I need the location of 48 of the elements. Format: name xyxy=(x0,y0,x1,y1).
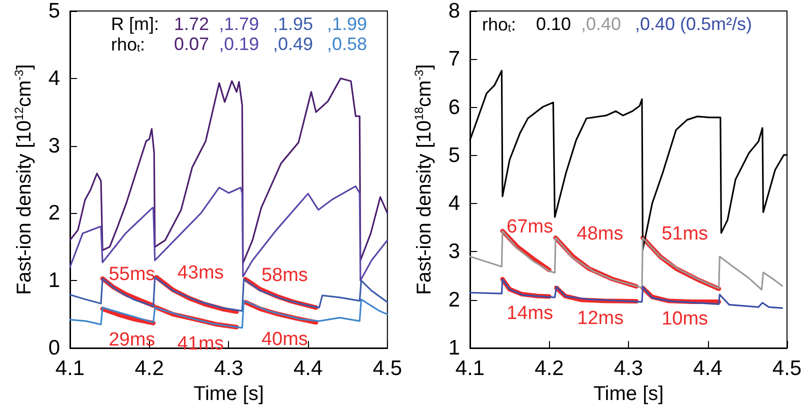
annotation: 14ms xyxy=(506,302,554,324)
annotation: 43ms xyxy=(177,262,224,284)
y-tick-label: 3 xyxy=(48,134,60,158)
annotation: 10ms xyxy=(662,308,708,330)
x-tick-label: 4.3 xyxy=(614,357,644,380)
text: 0.10 xyxy=(536,14,572,34)
x-tick-label: 4.2 xyxy=(534,357,564,380)
x-tick-label: 4.1 xyxy=(55,357,85,380)
y-tick-label: 5 xyxy=(448,144,460,167)
legend-title: R [m]: rhot: xyxy=(111,14,159,55)
annotation: 40ms xyxy=(261,328,308,350)
text: ,0.40 xyxy=(581,14,622,34)
y-tick-label: 4 xyxy=(48,66,60,90)
annotation: 48ms xyxy=(576,223,624,244)
y-tick-label: 2 xyxy=(448,288,460,312)
y-tick-label: 5 xyxy=(48,0,60,22)
text: ,1.79 ,0.19 xyxy=(219,14,260,54)
y-tick-label: 3 xyxy=(448,240,460,264)
y-axis-title: Fast-ion density [1018cm-3] xyxy=(412,64,436,295)
x-tick-label: 4.4 xyxy=(693,357,723,380)
x-tick-label: 4.5 xyxy=(772,357,802,380)
text: ,0.40 (0.5m²/s) xyxy=(635,14,752,34)
text: ,1.95 ,0.49 xyxy=(273,14,314,54)
y-tick-label: 0 xyxy=(48,336,60,360)
annotation: 67ms xyxy=(506,216,554,238)
y-tick-label: 7 xyxy=(448,48,460,71)
annotation: 29ms xyxy=(108,330,156,351)
y-tick-label: 2 xyxy=(48,202,60,225)
x-axis-title: Time [s] xyxy=(194,382,264,405)
annotation: 55ms xyxy=(108,264,156,286)
legend-title: rhot: xyxy=(482,14,516,35)
annotation: 58ms xyxy=(261,264,308,286)
annotation: 51ms xyxy=(662,223,708,244)
y-tick-label: 1 xyxy=(48,269,60,292)
y-axis-title: Fast-ion density [1012cm-3] xyxy=(12,64,36,295)
x-tick-label: 4.2 xyxy=(134,357,164,380)
x-tick-label: 4.5 xyxy=(372,357,402,380)
x-tick-label: 4.3 xyxy=(214,357,244,380)
y-tick-label: 6 xyxy=(448,96,460,119)
x-axis-title: Time [s] xyxy=(593,382,664,405)
text: ,1.99 ,0.58 xyxy=(327,14,368,54)
series-label: 1.72 0.07 xyxy=(174,14,210,54)
x-tick-label: 4.4 xyxy=(293,357,323,380)
x-tick-label: 4.1 xyxy=(455,357,485,380)
y-tick-label: 8 xyxy=(448,0,460,22)
annotation: 12ms xyxy=(577,308,624,329)
y-tick-label: 4 xyxy=(448,192,460,216)
y-tick-label: 1 xyxy=(448,336,460,360)
